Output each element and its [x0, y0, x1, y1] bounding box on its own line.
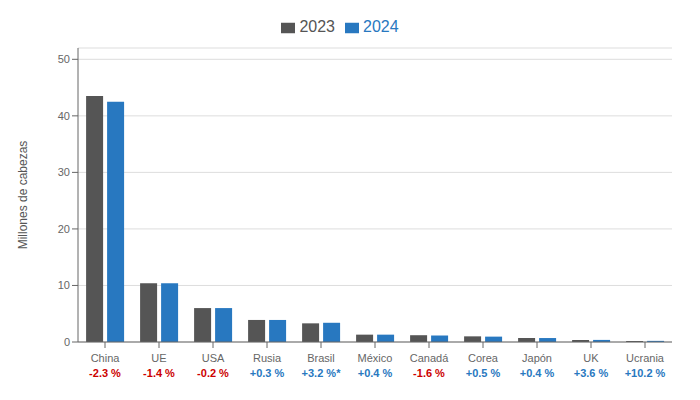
- svg-text:+10.2 %: +10.2 %: [625, 367, 666, 379]
- svg-text:20: 20: [58, 223, 70, 235]
- svg-text:UK: UK: [583, 352, 599, 364]
- svg-text:40: 40: [58, 110, 70, 122]
- svg-text:+0.3 %: +0.3 %: [250, 367, 285, 379]
- svg-text:México: México: [358, 352, 393, 364]
- svg-text:Rusia: Rusia: [253, 352, 282, 364]
- svg-text:0: 0: [64, 336, 70, 348]
- svg-text:-0.2 %: -0.2 %: [197, 367, 229, 379]
- svg-text:30: 30: [58, 166, 70, 178]
- svg-text:+0.5 %: +0.5 %: [466, 367, 501, 379]
- svg-text:Canadá: Canadá: [410, 352, 449, 364]
- svg-text:Corea: Corea: [468, 352, 499, 364]
- svg-text:-1.6 %: -1.6 %: [413, 367, 445, 379]
- svg-text:Millones de cabezas: Millones de cabezas: [16, 141, 30, 250]
- svg-text:+3.6 %: +3.6 %: [574, 367, 609, 379]
- svg-text:+0.4 %: +0.4 %: [520, 367, 555, 379]
- svg-text:-2.3 %: -2.3 %: [89, 367, 121, 379]
- svg-text:USA: USA: [202, 352, 225, 364]
- svg-text:Brasil: Brasil: [307, 352, 335, 364]
- svg-text:Ucrania: Ucrania: [626, 352, 665, 364]
- svg-text:-1.4 %: -1.4 %: [143, 367, 175, 379]
- svg-text:+3.2 %*: +3.2 %*: [302, 367, 342, 379]
- svg-text:UE: UE: [151, 352, 166, 364]
- html-text:2023: 2023: [299, 18, 335, 35]
- svg-text:50: 50: [58, 53, 70, 65]
- html-text:2024: 2024: [363, 18, 399, 35]
- svg-text:China: China: [91, 352, 121, 364]
- svg-text:+0.4 %: +0.4 %: [358, 367, 393, 379]
- svg-text:10: 10: [58, 279, 70, 291]
- svg-text:Japón: Japón: [522, 352, 552, 364]
